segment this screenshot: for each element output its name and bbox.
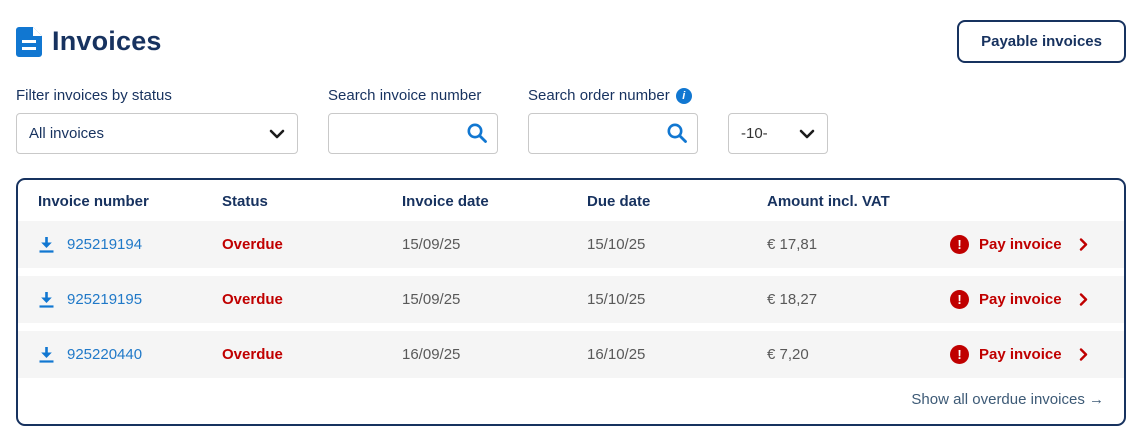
column-header-invoice-date: Invoice date: [402, 193, 489, 210]
pay-invoice-label: Pay invoice: [979, 291, 1062, 308]
status-filter-value: All invoices: [29, 125, 105, 142]
download-icon: [39, 237, 54, 253]
status-badge: Overdue: [222, 291, 283, 308]
column-header-invoice-number: Invoice number: [38, 193, 149, 210]
download-invoice-button[interactable]: [38, 291, 55, 308]
order-search-label: Search order number i: [528, 87, 698, 104]
invoice-search-wrap: [328, 113, 498, 154]
page-size-group: -10-: [728, 113, 828, 154]
chevron-down-icon: [799, 129, 815, 138]
filters-bar: Filter invoices by status All invoices S…: [16, 87, 1126, 154]
search-icon: [467, 123, 487, 143]
chevron-right-icon: [1079, 293, 1087, 306]
amount-cell: € 18,27: [767, 291, 818, 308]
table-row: 925219194 Overdue 15/09/25 15/10/25 € 17…: [18, 221, 1124, 268]
alert-icon: !: [950, 290, 969, 309]
invoice-search-button[interactable]: [466, 122, 488, 144]
pay-invoice-label: Pay invoice: [979, 236, 1062, 253]
page-header: Invoices Payable invoices: [16, 0, 1126, 63]
chevron-down-icon: [269, 129, 285, 138]
chevron-right-icon: [1079, 348, 1087, 361]
status-badge: Overdue: [222, 236, 283, 253]
pay-invoice-link[interactable]: ! Pay invoice: [950, 290, 1104, 309]
page-size-select[interactable]: -10-: [728, 113, 828, 154]
download-invoice-button[interactable]: [38, 346, 55, 363]
invoice-number-cell: 925219194: [38, 236, 222, 253]
invoice-number-cell: 925220440: [38, 346, 222, 363]
invoice-number-link[interactable]: 925220440: [67, 346, 143, 363]
status-filter-select[interactable]: All invoices: [16, 113, 298, 154]
chevron-right-icon: [1079, 238, 1087, 251]
page-title-wrap: Invoices: [16, 26, 162, 57]
invoice-number-cell: 925219195: [38, 291, 222, 308]
order-search-button[interactable]: [666, 122, 688, 144]
due-date-cell: 16/10/25: [587, 346, 646, 363]
invoice-date-cell: 16/09/25: [402, 346, 461, 363]
search-icon: [667, 123, 687, 143]
status-filter-group: Filter invoices by status All invoices: [16, 87, 298, 154]
order-search-label-text: Search order number: [528, 87, 670, 104]
invoice-search-group: Search invoice number: [328, 87, 498, 154]
due-date-cell: 15/10/25: [587, 291, 646, 308]
invoice-date-cell: 15/09/25: [402, 236, 461, 253]
pay-invoice-label: Pay invoice: [979, 346, 1062, 363]
amount-cell: € 7,20: [767, 346, 809, 363]
table-row: 925220440 Overdue 16/09/25 16/10/25 € 7,…: [18, 331, 1124, 378]
order-search-group: Search order number i: [528, 87, 698, 154]
pay-invoice-link[interactable]: ! Pay invoice: [950, 235, 1104, 254]
invoice-number-link[interactable]: 925219195: [67, 291, 143, 308]
download-invoice-button[interactable]: [38, 236, 55, 253]
alert-icon: !: [950, 235, 969, 254]
table-header-row: Invoice number Status Invoice date Due d…: [18, 180, 1124, 221]
invoice-number-link[interactable]: 925219194: [67, 236, 143, 253]
invoice-search-label: Search invoice number: [328, 87, 482, 104]
table-footer: Show all overdue invoices →: [18, 386, 1124, 424]
invoice-date-cell: 15/09/25: [402, 291, 461, 308]
due-date-cell: 15/10/25: [587, 236, 646, 253]
document-icon: [16, 26, 42, 57]
amount-cell: € 17,81: [767, 236, 818, 253]
alert-icon: !: [950, 345, 969, 364]
pay-invoice-link[interactable]: ! Pay invoice: [950, 345, 1104, 364]
download-icon: [39, 292, 54, 308]
order-search-wrap: [528, 113, 698, 154]
status-badge: Overdue: [222, 346, 283, 363]
info-icon[interactable]: i: [675, 87, 692, 104]
table-row: 925219195 Overdue 15/09/25 15/10/25 € 18…: [18, 276, 1124, 323]
column-header-amount: Amount incl. VAT: [767, 193, 890, 210]
payable-invoices-button[interactable]: Payable invoices: [957, 20, 1126, 63]
page-title: Invoices: [52, 26, 162, 56]
invoices-table: Invoice number Status Invoice date Due d…: [16, 178, 1126, 426]
page-size-value: -10-: [741, 125, 768, 142]
show-all-overdue-link[interactable]: Show all overdue invoices →: [911, 391, 1104, 408]
download-icon: [39, 347, 54, 363]
status-filter-label: Filter invoices by status: [16, 87, 172, 104]
column-header-status: Status: [222, 193, 268, 210]
column-header-due-date: Due date: [587, 193, 651, 210]
